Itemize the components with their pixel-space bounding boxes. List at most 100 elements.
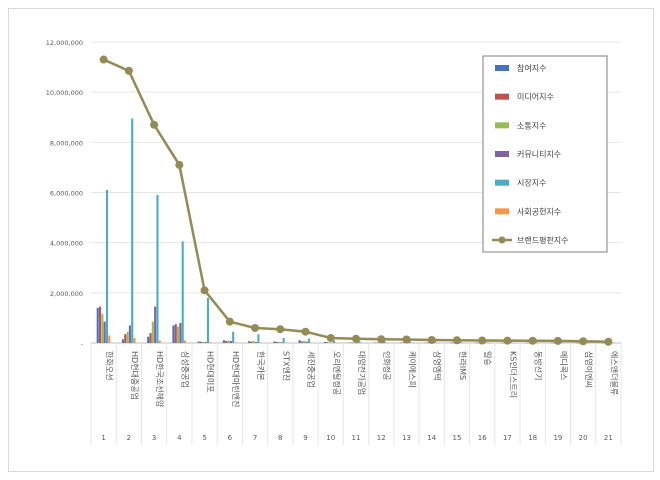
bar-4-6 bbox=[229, 340, 232, 343]
x-category-label: 인화정공 bbox=[382, 351, 392, 380]
x-category-label: HD현대미포 bbox=[206, 351, 215, 393]
bar-6-1 bbox=[108, 335, 111, 343]
x-category-label: 세진중공업 bbox=[307, 351, 317, 388]
bar-2-2 bbox=[124, 334, 127, 343]
bar-4-4 bbox=[179, 322, 182, 343]
bar-2-10 bbox=[326, 342, 329, 343]
bar-5-3 bbox=[156, 195, 159, 343]
bar-4-5 bbox=[204, 341, 207, 343]
brand-index-point-3 bbox=[150, 120, 159, 129]
bar-1-20 bbox=[576, 342, 579, 344]
bar-5-2 bbox=[131, 118, 134, 343]
bar-2-3 bbox=[149, 332, 152, 343]
bar-6-20 bbox=[587, 342, 590, 344]
legend-swatch bbox=[495, 151, 509, 157]
x-rank-label: 19 bbox=[553, 434, 562, 442]
legend-line-marker bbox=[498, 236, 506, 244]
legend-swatch bbox=[495, 93, 509, 100]
bar-2-19 bbox=[553, 342, 556, 344]
x-category-label: 한국카본 bbox=[256, 351, 265, 380]
bars bbox=[96, 118, 616, 344]
y-tick-label: - bbox=[81, 340, 84, 348]
bar-2-12 bbox=[376, 342, 379, 343]
y-tick-label: 8,000,000 bbox=[50, 139, 83, 147]
bar-4-2 bbox=[128, 325, 131, 343]
x-category-label: 오리엔탈정공 bbox=[332, 351, 342, 395]
x-rank-label: 16 bbox=[478, 434, 487, 442]
brand-index-point-7 bbox=[251, 323, 260, 332]
x-rank-label: 4 bbox=[177, 434, 182, 442]
bar-6-7 bbox=[259, 342, 262, 344]
bar-2-14 bbox=[427, 342, 430, 344]
bar-2-1 bbox=[98, 306, 102, 343]
x-rank-label: 3 bbox=[152, 434, 156, 442]
bar-3-5 bbox=[202, 341, 205, 343]
bar-3-4 bbox=[177, 326, 180, 343]
bar-1-6 bbox=[222, 340, 225, 343]
x-rank-label: 12 bbox=[377, 434, 386, 442]
x-category-label: HD한국조선해양 bbox=[155, 351, 165, 408]
bar-2-16 bbox=[477, 342, 480, 344]
brand-index-point-2 bbox=[124, 66, 133, 75]
x-category-label: 대양전기공업 bbox=[357, 351, 367, 395]
bar-2-4 bbox=[174, 324, 177, 343]
bar-4-1 bbox=[103, 321, 106, 343]
bar-1-13 bbox=[399, 342, 402, 343]
x-category-label: 한화오션 bbox=[105, 351, 115, 380]
legend-label: 커뮤니티지수 bbox=[517, 149, 561, 159]
bar-1-21 bbox=[601, 342, 604, 344]
bar-6-3 bbox=[158, 340, 161, 343]
brand-index-point-10 bbox=[326, 333, 335, 342]
bar-2-20 bbox=[578, 342, 581, 344]
brand-index-point-9 bbox=[301, 327, 310, 336]
bar-4-9 bbox=[305, 341, 308, 343]
bar-4-3 bbox=[154, 306, 157, 343]
bar-2-6 bbox=[225, 340, 228, 343]
bar-5-7 bbox=[257, 334, 260, 343]
x-rank-label: 9 bbox=[303, 434, 307, 442]
bar-4-10 bbox=[330, 342, 333, 343]
x-rank-label: 5 bbox=[202, 434, 206, 442]
bar-1-16 bbox=[475, 342, 478, 344]
chart-frame: 12,000,000 10,000,000 8,000,000 6,000,000 4,… bbox=[8, 8, 654, 472]
bar-3-9 bbox=[303, 340, 306, 343]
brand-index-point-14 bbox=[427, 335, 436, 344]
brand-reputation-chart: 12,000,00010,000,0008,000,0006,000,0004,… bbox=[46, 39, 622, 445]
brand-index-point-1 bbox=[99, 55, 108, 64]
bar-1-17 bbox=[500, 342, 503, 344]
bar-6-16 bbox=[486, 342, 489, 344]
bar-1-14 bbox=[424, 342, 427, 344]
bar-1-11 bbox=[349, 342, 352, 343]
bar-2-7 bbox=[250, 341, 253, 343]
legend-swatch bbox=[495, 179, 509, 186]
x-rank-label: 20 bbox=[579, 434, 588, 442]
bar-3-7 bbox=[252, 340, 255, 343]
y-tick-label: 10,000,000 bbox=[46, 89, 83, 97]
bar-5-10 bbox=[333, 340, 336, 343]
x-rank-label: 6 bbox=[228, 434, 233, 442]
x-rank-label: 18 bbox=[528, 434, 537, 442]
x-rank-label: 2 bbox=[127, 434, 131, 442]
x-category-label: 삼영이엔씨 bbox=[584, 351, 594, 388]
bar-6-12 bbox=[385, 342, 388, 344]
bar-1-12 bbox=[374, 342, 377, 343]
bar-2-8 bbox=[275, 341, 278, 343]
x-rank-label: 14 bbox=[427, 434, 436, 442]
bar-5-6 bbox=[232, 331, 235, 343]
bar-5-11 bbox=[358, 340, 361, 343]
bar-4-8 bbox=[280, 342, 283, 343]
x-category-label: 메디콕스 bbox=[559, 351, 568, 380]
bar-5-8 bbox=[282, 337, 285, 343]
bar-3-2 bbox=[126, 331, 129, 343]
brand-index-point-13 bbox=[402, 335, 411, 344]
x-category-label: 에스앤더블류 bbox=[609, 351, 619, 395]
bar-2-5 bbox=[199, 341, 203, 343]
bar-1-18 bbox=[525, 342, 528, 344]
bar-2-13 bbox=[401, 342, 404, 343]
bar-2-15 bbox=[452, 342, 455, 344]
y-tick-label: 4,000,000 bbox=[50, 240, 83, 248]
legend-label: 시장지수 bbox=[517, 178, 546, 188]
x-rank-label: 10 bbox=[326, 434, 335, 442]
bar-6-13 bbox=[411, 342, 414, 344]
